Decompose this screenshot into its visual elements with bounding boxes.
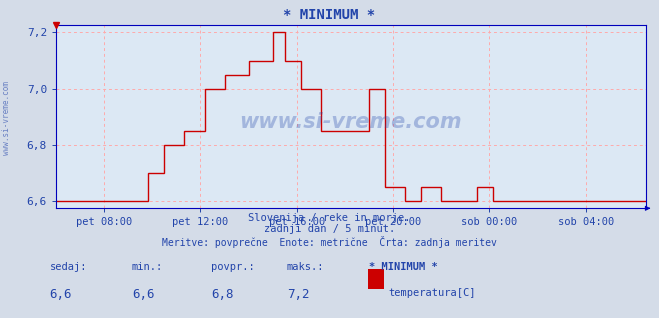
Text: temperatura[C]: temperatura[C] bbox=[389, 288, 476, 298]
Text: * MINIMUM *: * MINIMUM * bbox=[369, 262, 438, 272]
Text: 7,2: 7,2 bbox=[287, 288, 309, 301]
Text: 6,6: 6,6 bbox=[132, 288, 154, 301]
Text: min.:: min.: bbox=[132, 262, 163, 272]
Text: zadnji dan / 5 minut.: zadnji dan / 5 minut. bbox=[264, 224, 395, 234]
Text: * MINIMUM *: * MINIMUM * bbox=[283, 8, 376, 22]
Text: povpr.:: povpr.: bbox=[211, 262, 254, 272]
Text: 6,6: 6,6 bbox=[49, 288, 72, 301]
Text: www.si-vreme.com: www.si-vreme.com bbox=[2, 81, 11, 155]
Text: www.si-vreme.com: www.si-vreme.com bbox=[240, 112, 462, 132]
Text: 6,8: 6,8 bbox=[211, 288, 233, 301]
Text: Meritve: povprečne  Enote: metrične  Črta: zadnja meritev: Meritve: povprečne Enote: metrične Črta:… bbox=[162, 236, 497, 248]
Text: maks.:: maks.: bbox=[287, 262, 324, 272]
Text: Slovenija / reke in morje.: Slovenija / reke in morje. bbox=[248, 213, 411, 223]
Text: sedaj:: sedaj: bbox=[49, 262, 87, 272]
